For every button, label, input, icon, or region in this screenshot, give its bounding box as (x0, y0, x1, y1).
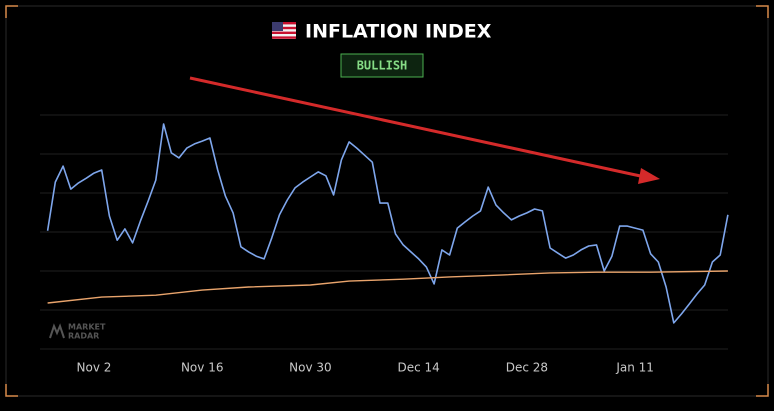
badge-box (340, 53, 424, 78)
x-tick-label: Nov 30 (289, 361, 332, 375)
watermark: MARKET RADAR (49, 323, 106, 341)
x-tick-label: Jan 11 (615, 361, 654, 375)
chart-title: INFLATION INDEX (305, 21, 492, 43)
x-tick-label: Nov 16 (181, 361, 224, 375)
line-series (47, 270, 728, 304)
watermark-text: MARKET (68, 323, 106, 332)
x-tick-label: Dec 14 (398, 361, 440, 375)
x-tick-label: Nov 2 (77, 361, 112, 375)
x-tick-label: Dec 28 (506, 361, 548, 375)
flag (272, 22, 296, 39)
line-series (46, 123, 729, 324)
watermark-text: RADAR (68, 332, 99, 341)
frame-corners (5, 5, 769, 397)
frame (5, 5, 769, 397)
badge: BULLISH (357, 59, 408, 73)
trend-arrow (189, 76, 660, 184)
